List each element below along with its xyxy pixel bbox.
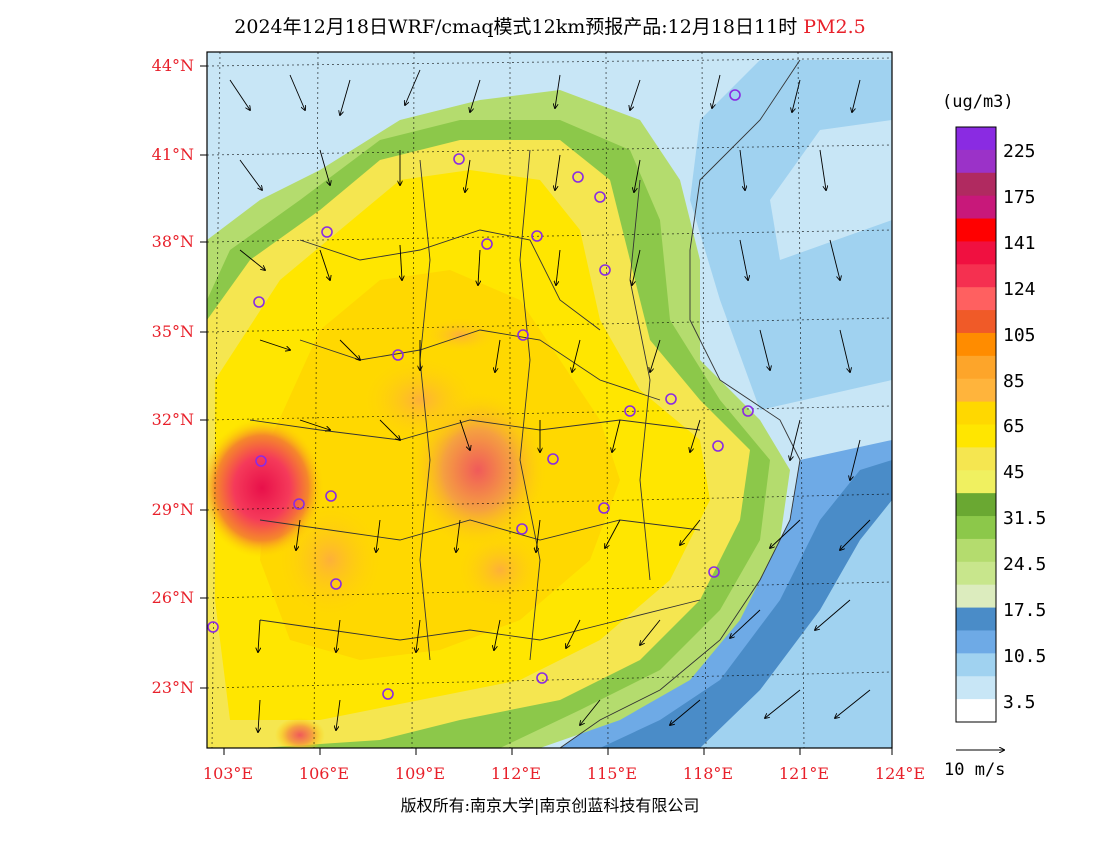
lat-tick-38: 38°N [151, 232, 194, 251]
copyright: 版权所有:南京大学|南京创蓝科技有限公司 [400, 796, 700, 815]
colorbar-segment [956, 516, 996, 540]
colorbar-segment [956, 332, 996, 357]
wind-vectors [229, 69, 871, 732]
colorbar-segment [956, 538, 996, 563]
colorbar-segment [956, 561, 996, 586]
colorbar-segment [956, 355, 996, 380]
lon-tick-103: 103°E [202, 764, 254, 783]
lat-tick-41: 41°N [151, 145, 194, 164]
city-markers [207, 89, 754, 700]
colorbar-segment [956, 218, 996, 242]
title-main: 2024年12月18日WRF/cmaq模式12km预报产品:12月18日11时 [234, 16, 798, 38]
colorbar-segment [956, 127, 996, 151]
colorbar-label: 105 [1003, 325, 1036, 346]
wind-reference-label: 10 m/s [944, 760, 1006, 780]
map-frame [206, 51, 893, 749]
colorbar-label: 24.5 [1003, 554, 1047, 575]
colorbar [956, 127, 996, 723]
colorbar-segment [956, 699, 996, 723]
colorbar-label: 124 [1003, 279, 1036, 300]
lon-tick-109: 109°E [394, 764, 446, 783]
lon-tick-118: 118°E [682, 764, 734, 783]
colorbar-segment [956, 630, 996, 654]
colorbar-segment [956, 149, 996, 174]
colorbar-segment [956, 470, 996, 494]
lon-tick-115: 115°E [586, 764, 638, 783]
lat-tick-44: 44°N [151, 56, 194, 75]
colorbar-label: 225 [1003, 141, 1036, 162]
colorbar-segment [956, 653, 996, 677]
colorbar-label: 17.5 [1003, 600, 1047, 621]
lat-tick-29: 29°N [151, 500, 194, 519]
concentration-field [207, 52, 892, 748]
colorbar-label: 45 [1003, 462, 1025, 483]
lon-tick-112: 112°E [490, 764, 542, 783]
colorbar-label: 141 [1003, 233, 1036, 254]
colorbar-segment [956, 401, 996, 425]
colorbar-segment [956, 493, 996, 517]
colorbar-label: 10.5 [1003, 646, 1047, 667]
colorbar-label: 175 [1003, 187, 1036, 208]
colorbar-segment [956, 378, 996, 403]
lat-tick-32: 32°N [151, 410, 194, 429]
lon-tick-121: 121°E [778, 764, 830, 783]
colorbar-segment [956, 287, 996, 311]
colorbar-segment [956, 195, 996, 220]
colorbar-label: 85 [1003, 371, 1025, 392]
colorbar-segment [956, 584, 996, 609]
lon-tick-106: 106°E [298, 764, 350, 783]
lat-tick-26: 26°N [151, 588, 194, 607]
colorbar-frame [955, 126, 997, 723]
lat-tick-23: 23°N [151, 678, 194, 697]
colorbar-label: 65 [1003, 416, 1025, 437]
colorbar-segment [956, 172, 996, 197]
colorbar-segment [956, 264, 996, 288]
colorbar-label: 3.5 [1003, 692, 1036, 713]
colorbar-segment [956, 241, 996, 265]
colorbar-segment [956, 607, 996, 631]
colorbar-label: 31.5 [1003, 508, 1047, 529]
colorbar-segment [956, 424, 996, 448]
colorbar-segment [956, 310, 996, 334]
colorbar-unit: (ug/m3) [942, 92, 1014, 112]
colorbar-segment [956, 676, 996, 700]
colorbar-segment [956, 447, 996, 471]
title-species: PM2.5 [803, 16, 866, 38]
lon-tick-124: 124°E [874, 764, 926, 783]
map-title: 2024年12月18日WRF/cmaq模式12km预报产品:12月18日11时 … [0, 12, 1100, 39]
lat-tick-35: 35°N [151, 322, 194, 341]
